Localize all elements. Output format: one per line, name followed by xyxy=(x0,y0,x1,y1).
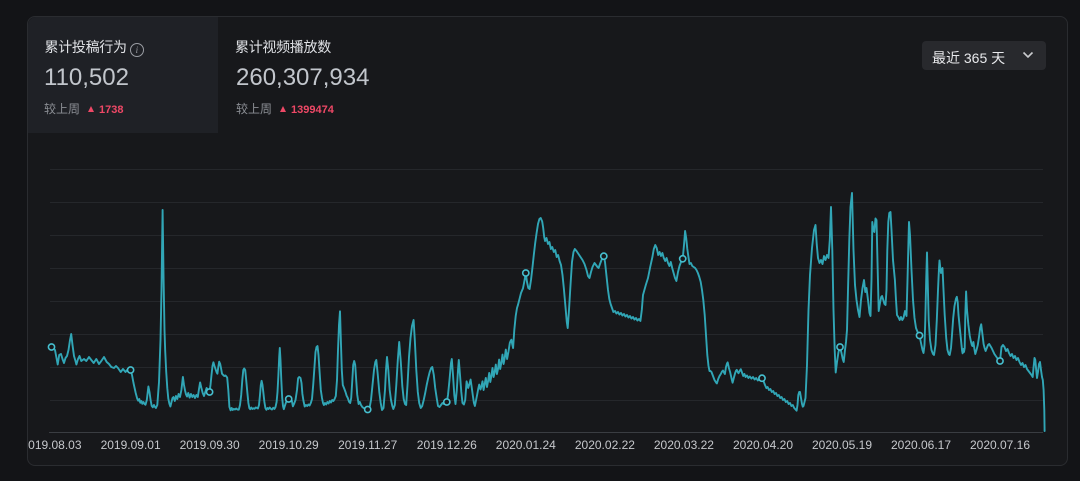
svg-text:2020.04.20: 2020.04.20 xyxy=(733,438,793,452)
svg-text:2020.03.22: 2020.03.22 xyxy=(654,438,714,452)
svg-text:2020.01.24: 2020.01.24 xyxy=(496,438,556,452)
svg-text:2020.06.17: 2020.06.17 xyxy=(891,438,951,452)
svg-text:2019.08.03: 2019.08.03 xyxy=(28,438,82,452)
svg-text:2019.11.27: 2019.11.27 xyxy=(338,438,397,452)
svg-text:2019.10.29: 2019.10.29 xyxy=(259,438,319,452)
svg-text:2019.12.26: 2019.12.26 xyxy=(417,438,477,452)
svg-text:2020.07.16: 2020.07.16 xyxy=(970,438,1030,452)
svg-text:2019.09.01: 2019.09.01 xyxy=(101,438,161,452)
svg-text:2020.05.19: 2020.05.19 xyxy=(812,438,872,452)
svg-text:2019.09.30: 2019.09.30 xyxy=(180,438,240,452)
svg-text:2020.02.22: 2020.02.22 xyxy=(575,438,635,452)
